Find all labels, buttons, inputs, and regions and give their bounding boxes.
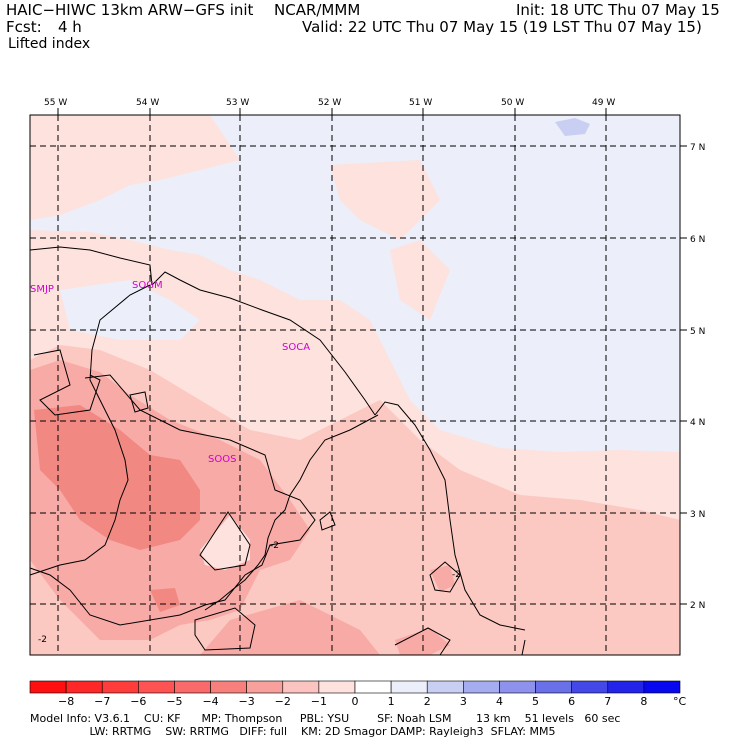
station-label: SMJP — [30, 284, 54, 295]
colorbar-cell — [101, 680, 139, 694]
colorbar-tick-label: 1 — [388, 695, 395, 708]
negative-region — [390, 240, 450, 320]
lat-lon-grid — [30, 115, 680, 655]
colorbar-tick-label: 0 — [352, 695, 359, 708]
colorbar-tick-label: 3 — [460, 695, 467, 708]
longitude-label: 54 W — [136, 98, 159, 108]
longitude-label: 50 W — [501, 98, 524, 108]
colorbar-tick-label: −2 — [275, 695, 291, 708]
longitude-label: 55 W — [44, 98, 67, 108]
negative-region — [150, 588, 180, 612]
colorbar-cell — [318, 680, 356, 694]
colorbar-tick-label: −5 — [166, 695, 182, 708]
colorbar-cell — [282, 680, 320, 694]
colorbar-cell — [535, 680, 572, 694]
colorbar-tick-label: 2 — [424, 695, 431, 708]
colorbar-cell — [354, 680, 392, 694]
latitude-label: 5 N — [690, 327, 705, 337]
model-info-line-2: LW: RRTMG SW: RRTMG DIFF: full KM: 2D Sm… — [30, 725, 556, 738]
colorbar-ticks: −8 −7 −6 −5 −4 −3 −2 −1 0 1 2 3 4 5 6 7 8 — [58, 695, 647, 708]
colorbar-tick-label: −6 — [130, 695, 146, 708]
colorbar-cell — [607, 680, 645, 694]
contour-label: -2 — [270, 541, 279, 551]
colorbar-cell — [174, 680, 211, 694]
negative-region — [30, 115, 240, 220]
colorbar-cell — [65, 680, 103, 694]
init-time: Init: 18 UTC Thu 07 May 15 — [516, 1, 720, 19]
positive-region — [60, 280, 200, 340]
colorbar-tick-label: 5 — [532, 695, 539, 708]
negative-region — [34, 405, 200, 550]
colorbar-cell — [571, 680, 609, 694]
negative-region — [200, 515, 250, 570]
colorbar-tick-label: −4 — [202, 695, 218, 708]
longitude-label: 51 W — [409, 98, 432, 108]
longitude-label: 52 W — [318, 98, 341, 108]
contour-label: -2 — [452, 570, 461, 580]
colorbar-cell — [138, 680, 175, 694]
colorbar-tick-label: −3 — [239, 695, 255, 708]
colorbar-tick-label: 4 — [496, 695, 503, 708]
positive-region — [30, 115, 680, 452]
station-label: SOCA — [282, 342, 310, 353]
contour-lines — [29, 349, 461, 656]
colorbar-cell — [643, 680, 681, 694]
colorbar-tick-label: −1 — [311, 695, 327, 708]
valid-time: Valid: 22 UTC Thu 07 May 15 (19 LST Thu … — [302, 18, 702, 36]
colorbar-cell — [426, 680, 464, 694]
forecast-label: Fcst: — [6, 18, 42, 36]
colorbar-cell — [390, 680, 428, 694]
latitude-label: 7 N — [690, 143, 705, 153]
colorbar-cell — [499, 680, 536, 694]
latitude-label: 4 N — [690, 418, 705, 428]
forecast-hour: 4 h — [58, 18, 82, 36]
colorbar-tick-label: 6 — [568, 695, 575, 708]
station-label: SOOS — [208, 454, 236, 465]
latitude-label: 6 N — [690, 235, 705, 245]
negative-region — [200, 600, 380, 655]
positive-region — [555, 118, 590, 136]
longitude-label: 53 W — [226, 98, 249, 108]
negative-region — [330, 160, 440, 240]
negative-region — [430, 565, 455, 592]
field-name: Lifted index — [8, 36, 91, 52]
model-title: HAIC−HIWC 13km ARW−GFS init — [6, 1, 254, 19]
latitude-label: 2 N — [690, 601, 705, 611]
colorbar-tick-label: 7 — [604, 695, 611, 708]
colorbar-cell — [29, 680, 67, 694]
latitude-label: 3 N — [690, 510, 705, 520]
colorbar-tick-label: 8 — [640, 695, 647, 708]
colorbar-unit: °C — [673, 695, 687, 708]
colorbar-cell — [463, 680, 500, 694]
colorbar — [29, 680, 681, 694]
station-label: SOGM — [132, 280, 163, 291]
model-info-line-1: Model Info: V3.6.1 CU: KF MP: Thompson P… — [30, 712, 621, 725]
colorbar-cell — [246, 680, 284, 694]
colorbar-tick-label: −8 — [58, 695, 74, 708]
contour-label: -2 — [38, 635, 47, 645]
axis-ticks — [57, 108, 687, 605]
longitude-label: 49 W — [592, 98, 615, 108]
organization-label: NCAR/MMM — [274, 1, 361, 19]
negative-region — [395, 628, 450, 655]
colorbar-cell — [210, 680, 247, 694]
colorbar-tick-label: −7 — [94, 695, 110, 708]
map-frame — [29, 114, 681, 656]
